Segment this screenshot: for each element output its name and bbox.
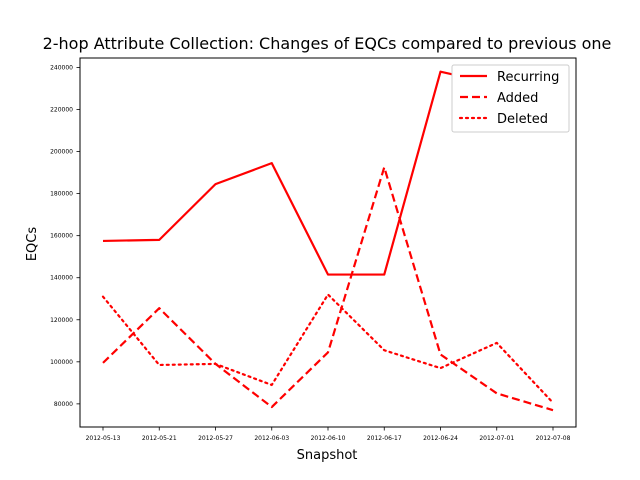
x-tick-label: 2012-06-17 [367, 435, 402, 442]
x-tick-label: 2012-06-24 [423, 435, 458, 442]
y-tick-label: 240000 [50, 64, 73, 71]
chart-title: 2-hop Attribute Collection: Changes of E… [43, 34, 612, 53]
y-tick-label: 220000 [50, 107, 73, 114]
x-tick-label: 2012-07-01 [479, 435, 514, 442]
series-line-deleted [101, 293, 555, 404]
legend-label-recurring: Recurring [497, 70, 559, 85]
x-tick-label: 2012-05-13 [86, 435, 121, 442]
y-axis-label: EQCs [25, 227, 40, 262]
legend-label-added: Added [497, 91, 538, 106]
y-axis: 80000 100000 120000 140000 160000 180000 20000… [50, 64, 80, 408]
x-axis-label: Snapshot [297, 448, 358, 463]
y-tick-label: 120000 [50, 317, 73, 324]
x-tick-label: 2012-06-03 [254, 435, 289, 442]
x-tick-label: 2012-05-21 [142, 435, 177, 442]
series-line-added [102, 166, 554, 412]
y-tick-label: 180000 [50, 191, 73, 198]
x-tick-label: 2012-05-27 [198, 435, 233, 442]
legend-label-deleted: Deleted [497, 112, 548, 127]
x-tick-label: 2012-06-10 [311, 435, 346, 442]
y-tick-label: 200000 [50, 149, 73, 156]
y-tick-label: 160000 [50, 233, 73, 240]
y-tick-label: 80000 [54, 401, 73, 408]
x-axis: 2012-05-13 2012-05-21 2012-05-27 2012-06-03… [86, 427, 571, 442]
legend-box [451, 64, 570, 133]
legend: Recurring Added Deleted [451, 64, 570, 133]
y-tick-label: 100000 [50, 359, 73, 366]
x-tick-label: 2012-07-08 [536, 435, 571, 442]
y-tick-label: 140000 [50, 275, 73, 282]
